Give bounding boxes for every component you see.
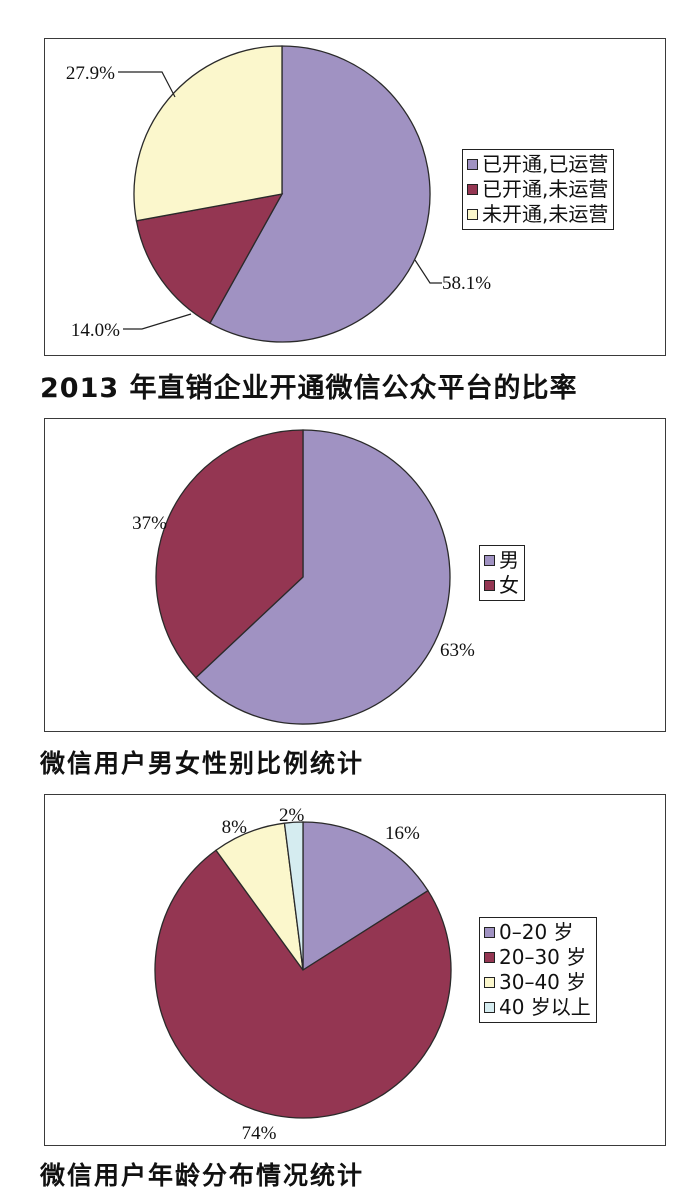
- legend-item: 0–20 岁: [484, 920, 591, 945]
- legend-item: 男: [484, 548, 519, 573]
- pie-chart-1: 58.1% 14.0% 27.9%: [66, 45, 491, 343]
- legend-label: 30–40 岁: [499, 970, 587, 994]
- legend-item: 30–40 岁: [484, 970, 591, 995]
- legend-label: 男: [499, 548, 519, 572]
- leader-line: [123, 313, 192, 330]
- legend-label: 已开通,已运营: [482, 152, 609, 176]
- legend-label: 20–30 岁: [499, 945, 587, 969]
- pie-slice: [194, 429, 451, 725]
- legend-swatch: [484, 555, 495, 566]
- chart-title-1: 2013 年直销企业开通微信公众平台的比率: [40, 373, 578, 404]
- chart-panel-3: 16% 74% 8% 2% 0–20 岁 20–30 岁 30–40 岁 40 岁以上: [44, 794, 666, 1146]
- slice-value-label: 27.9%: [66, 63, 115, 84]
- pie-slice: [154, 849, 452, 1119]
- chart-panel-2: 63% 37% 男 女: [44, 418, 666, 732]
- chart-title-2: 微信用户男女性别比例统计: [40, 749, 365, 778]
- legend-swatch: [484, 977, 495, 988]
- slice-value-label: 74%: [242, 1123, 277, 1144]
- legend-swatch: [467, 159, 478, 170]
- pie-slice: [155, 429, 304, 679]
- chart-title-3: 微信用户年龄分布情况统计: [40, 1161, 365, 1190]
- pie-chart-2: 63% 37%: [132, 429, 475, 725]
- legend-swatch: [484, 1002, 495, 1013]
- pie-slice: [135, 193, 284, 325]
- slice-value-label: 63%: [440, 640, 475, 661]
- legend-item: 已开通,已运营: [467, 152, 608, 177]
- legend-2: 男 女: [479, 545, 525, 601]
- legend-label: 已开通,未运营: [482, 177, 609, 201]
- legend-label: 40 岁以上: [499, 995, 591, 1019]
- legend-swatch: [484, 952, 495, 963]
- legend-swatch: [484, 580, 495, 591]
- leader-line: [118, 71, 176, 98]
- slice-value-label: 8%: [222, 817, 248, 838]
- chart-panel-1: 58.1% 14.0% 27.9% 已开通,已运营 已开通,未运营 未开通,未运营: [44, 38, 666, 356]
- legend-item: 未开通,未运营: [467, 202, 608, 227]
- legend-item: 女: [484, 573, 519, 598]
- pie-chart-3: 16% 74% 8% 2%: [154, 805, 452, 1144]
- pie-slice: [133, 45, 283, 222]
- legend-swatch: [467, 209, 478, 220]
- legend-swatch: [467, 184, 478, 195]
- legend-label: 0–20 岁: [499, 920, 574, 944]
- slice-value-label: 2%: [279, 805, 305, 826]
- pie-slice: [209, 45, 431, 343]
- legend-3: 0–20 岁 20–30 岁 30–40 岁 40 岁以上: [479, 917, 597, 1023]
- legend-swatch: [484, 927, 495, 938]
- slice-value-label: 14.0%: [71, 320, 120, 341]
- legend-1: 已开通,已运营 已开通,未运营 未开通,未运营: [462, 149, 615, 230]
- pie-slice: [283, 821, 304, 971]
- legend-label: 女: [499, 573, 519, 597]
- pie-slice: [302, 821, 429, 972]
- legend-item: 已开通,未运营: [467, 177, 608, 202]
- legend-label: 未开通,未运营: [482, 202, 609, 226]
- legend-item: 20–30 岁: [484, 945, 591, 970]
- slice-value-label: 37%: [132, 513, 167, 534]
- legend-item: 40 岁以上: [484, 995, 591, 1020]
- slice-value-label: 16%: [385, 823, 420, 844]
- leader-line: [414, 259, 442, 284]
- slice-value-label: 58.1%: [442, 273, 491, 294]
